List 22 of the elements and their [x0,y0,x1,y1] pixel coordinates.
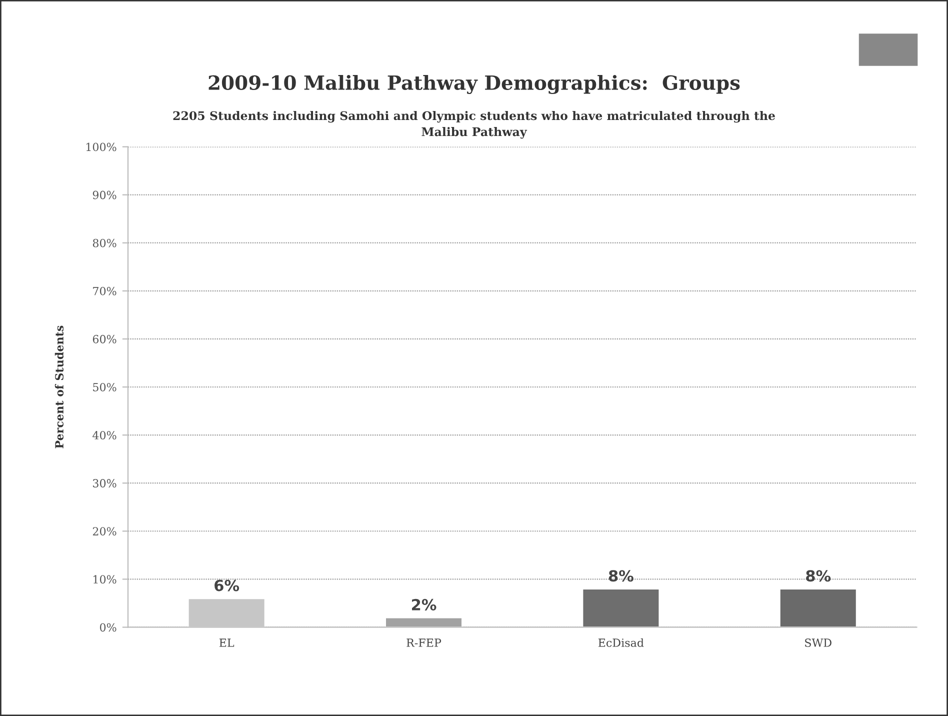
y-tick-label: 80% [92,238,116,248]
y-tick-label: 70% [93,286,116,296]
x-tick-label: EL [219,638,234,647]
data-label: 8% [608,570,634,582]
y-tick-label: 100% [86,142,116,152]
y-tick-label: 50% [93,382,116,392]
y-tick-label: 0% [100,623,116,632]
x-tick-label: EcDisad [598,638,644,647]
y-tick-label: 30% [93,479,116,488]
y-tick-label: 10% [94,575,116,584]
chart-subtitle: 2205 Students including Samohi and Olympic students who have matriculated through the Malibu Pathway [173,110,775,139]
data-label: 2% [412,598,436,610]
y-tick-label: 20% [92,527,116,536]
chart-title: 2009-10 Malibu Pathway Demographics: Groups [208,74,740,94]
y-tick-label: 60% [92,334,116,344]
data-label: 6% [214,580,240,592]
x-tick-label: SWD [805,638,832,647]
y-tick-label: 40% [92,431,116,440]
y-axis-title: Percent of Students [54,326,64,448]
data-label: 8% [806,570,831,582]
y-tick-label: 90% [92,190,116,200]
x-tick-label: R-FEP [406,638,442,647]
